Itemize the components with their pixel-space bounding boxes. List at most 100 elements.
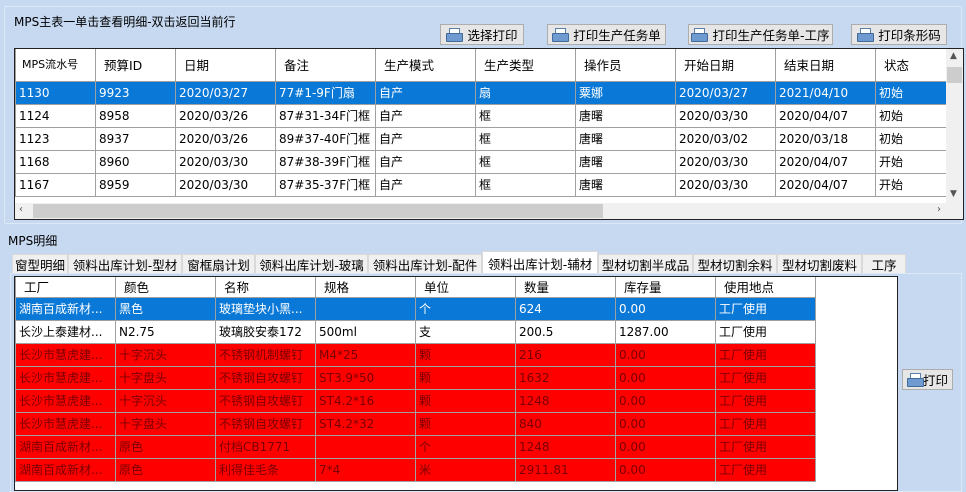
table-row[interactable]: 1130 9923 2020/03/27 77#1-9F门扇 自产扇粟娜 2020/03/… bbox=[15, 80, 963, 105]
scroll-right-icon[interactable]: › bbox=[937, 204, 941, 215]
printer-icon bbox=[906, 373, 924, 387]
column-header[interactable]: 库存量 bbox=[615, 277, 716, 298]
scroll-up-icon[interactable]: ▲ bbox=[950, 51, 957, 61]
master-grid[interactable]: MPS流水号 预算ID 日期 备注 生产模式 生产类型 操作员 开始日期 结束日期 状态 1130 9… bbox=[14, 48, 964, 220]
table-row[interactable]: 湖南百成新材... 原色 利得佳毛条 7*4 米 2911.81 0.00 工厂使用 bbox=[15, 457, 816, 482]
column-header[interactable]: 备注 bbox=[275, 49, 376, 82]
table-row[interactable]: 1124 8958 2020/03/26 87#31-34F门框 自产框唐曙 2020/0… bbox=[15, 103, 963, 128]
tab-6[interactable]: 型材切割半成品 bbox=[598, 254, 693, 274]
tab-8[interactable]: 型材切割废料 bbox=[777, 254, 862, 274]
printer-icon bbox=[552, 28, 570, 42]
table-cell: 87#31-34F门框 bbox=[275, 103, 376, 128]
column-header[interactable]: 预算ID bbox=[95, 49, 176, 82]
table-cell: N2.75 bbox=[115, 319, 216, 344]
tab-0[interactable]: 窗型明细 bbox=[12, 254, 68, 274]
tab-5[interactable]: 领料出库计划-辅材 bbox=[482, 251, 598, 274]
table-cell: 840 bbox=[515, 411, 616, 436]
detail-title: MPS明细 bbox=[8, 234, 58, 248]
table-cell: 2020/03/18 bbox=[775, 126, 876, 151]
table-row[interactable]: 1123 8937 2020/03/26 89#37-40F门框 自产框唐曙 2020/0… bbox=[15, 126, 963, 151]
table-cell: 1632 bbox=[515, 365, 616, 390]
column-header[interactable]: 数量 bbox=[515, 277, 616, 298]
detail-grid[interactable]: 工厂 颜色 名称 规格 单位 数量 库存量 使用地点 湖南百成新材... 黑色 玻璃垫块小黑... 个… bbox=[14, 276, 898, 491]
button-label: 打印生产任务单-工序 bbox=[712, 28, 830, 43]
table-cell: 黑色 bbox=[115, 296, 216, 321]
column-header[interactable]: 工厂 bbox=[15, 277, 116, 298]
table-row[interactable]: 湖南百成新材... 黑色 玻璃垫块小黑... 个 624 0.00 工厂使用 bbox=[15, 296, 816, 321]
scroll-thumb[interactable] bbox=[947, 67, 962, 83]
column-header[interactable]: 生产类型 bbox=[475, 49, 576, 82]
table-cell: 不锈钢自攻螺钉 bbox=[215, 388, 316, 413]
table-cell: 2020/03/27 bbox=[175, 80, 276, 105]
column-header[interactable]: 单位 bbox=[415, 277, 516, 298]
table-cell: 湖南百成新材... bbox=[15, 457, 116, 482]
column-header[interactable]: 名称 bbox=[215, 277, 316, 298]
table-row[interactable]: 长沙市慧虎建... 十字盘头 不锈钢自攻螺钉 ST3.9*50 颗 1632 0.00 工厂使… bbox=[15, 365, 816, 390]
table-row[interactable]: 长沙市慧虎建... 十字沉头 不锈钢机制螺钉 M4*25 颗 216 0.00 工厂使用 bbox=[15, 342, 816, 367]
table-cell: 十字沉头 bbox=[115, 342, 216, 367]
column-header[interactable]: 颜色 bbox=[115, 277, 216, 298]
tab-4[interactable]: 领料出库计划-配件 bbox=[368, 254, 482, 274]
table-cell: 2020/03/02 bbox=[675, 126, 776, 151]
table-cell: 湖南百成新材... bbox=[15, 434, 116, 459]
table-cell: 2020/03/30 bbox=[175, 149, 276, 174]
column-header[interactable]: 规格 bbox=[315, 277, 416, 298]
column-header[interactable]: 结束日期 bbox=[775, 49, 876, 82]
tab-7[interactable]: 型材切割余料 bbox=[693, 254, 777, 274]
column-header[interactable]: 使用地点 bbox=[715, 277, 816, 298]
print-button[interactable]: 打印 bbox=[902, 369, 953, 390]
table-cell: 玻璃胶安泰172 bbox=[215, 319, 316, 344]
tab-3[interactable]: 领料出库计划-玻璃 bbox=[255, 254, 368, 274]
table-cell: 工厂使用 bbox=[715, 365, 816, 390]
print-task-process-button[interactable]: 打印生产任务单-工序 bbox=[688, 24, 833, 45]
vertical-scrollbar[interactable]: ▲ ▼ bbox=[946, 49, 963, 203]
button-label: 打印 bbox=[922, 373, 948, 388]
table-cell: 工厂使用 bbox=[715, 411, 816, 436]
table-row[interactable]: 湖南百成新材... 原色 付档CB1771 个 1248 0.00 工厂使用 bbox=[15, 434, 816, 459]
table-row[interactable]: 长沙市慧虎建... 十字沉头 不锈钢自攻螺钉 ST4.2*16 颗 1248 0.00 工厂使… bbox=[15, 388, 816, 413]
tab-9[interactable]: 工序 bbox=[862, 254, 906, 274]
horizontal-scrollbar[interactable]: ‹ › bbox=[15, 203, 963, 219]
table-cell: 2911.81 bbox=[515, 457, 616, 482]
table-cell: 9923 bbox=[95, 80, 176, 105]
table-cell: 7*4 bbox=[315, 457, 416, 482]
table-cell: 颗 bbox=[415, 365, 516, 390]
table-cell: 工厂使用 bbox=[715, 388, 816, 413]
table-cell: 不锈钢机制螺钉 bbox=[215, 342, 316, 367]
column-header[interactable]: MPS流水号 bbox=[15, 49, 96, 82]
table-row[interactable]: 1167 8959 2020/03/30 87#35-37F门框 自产框唐曙 2020/0… bbox=[15, 172, 963, 197]
table-cell: 唐曙 bbox=[575, 172, 676, 197]
table-cell: 扇 bbox=[475, 80, 576, 105]
table-cell: 玻璃垫块小黑... bbox=[215, 296, 316, 321]
table-row[interactable]: 长沙市慧虎建... 十字盘头 不锈钢自攻螺钉 ST4.2*32 颗 840 0.00 工厂使用 bbox=[15, 411, 816, 436]
column-header[interactable]: 开始日期 bbox=[675, 49, 776, 82]
table-cell: 十字盘头 bbox=[115, 411, 216, 436]
table-row[interactable]: 1168 8960 2020/03/30 87#38-39F门框 自产框唐曙 2020/0… bbox=[15, 149, 963, 174]
table-cell: ST4.2*16 bbox=[315, 388, 416, 413]
table-cell: 1130 bbox=[15, 80, 96, 105]
table-cell: 624 bbox=[515, 296, 616, 321]
column-header[interactable]: 日期 bbox=[175, 49, 276, 82]
table-cell: 不锈钢自攻螺钉 bbox=[215, 365, 316, 390]
table-cell: 89#37-40F门框 bbox=[275, 126, 376, 151]
table-cell: 500ml bbox=[315, 319, 416, 344]
select-print-button[interactable]: 选择打印 bbox=[440, 24, 524, 45]
tab-2[interactable]: 窗框扇计划 bbox=[182, 254, 255, 274]
scroll-left-icon[interactable]: ‹ bbox=[19, 204, 23, 215]
table-cell: 自产 bbox=[375, 172, 476, 197]
table-cell: 唐曙 bbox=[575, 126, 676, 151]
scroll-thumb[interactable] bbox=[33, 204, 603, 218]
table-cell: 不锈钢自攻螺钉 bbox=[215, 411, 316, 436]
scroll-down-icon[interactable]: ▼ bbox=[950, 189, 957, 199]
column-header[interactable]: 操作员 bbox=[575, 49, 676, 82]
table-cell: 长沙市慧虎建... bbox=[15, 365, 116, 390]
print-task-button[interactable]: 打印生产任务单 bbox=[547, 24, 666, 45]
column-header[interactable]: 生产模式 bbox=[375, 49, 476, 82]
table-row[interactable]: 长沙上泰建材... N2.75 玻璃胶安泰172 500ml 支 200.5 1287.00… bbox=[15, 319, 816, 344]
tab-1[interactable]: 领料出库计划-型材 bbox=[68, 254, 182, 274]
table-cell: 0.00 bbox=[615, 365, 716, 390]
print-barcode-button[interactable]: 打印条形码 bbox=[851, 24, 947, 45]
table-cell: 2020/04/07 bbox=[775, 149, 876, 174]
table-cell: 长沙市慧虎建... bbox=[15, 388, 116, 413]
table-cell: 87#38-39F门框 bbox=[275, 149, 376, 174]
